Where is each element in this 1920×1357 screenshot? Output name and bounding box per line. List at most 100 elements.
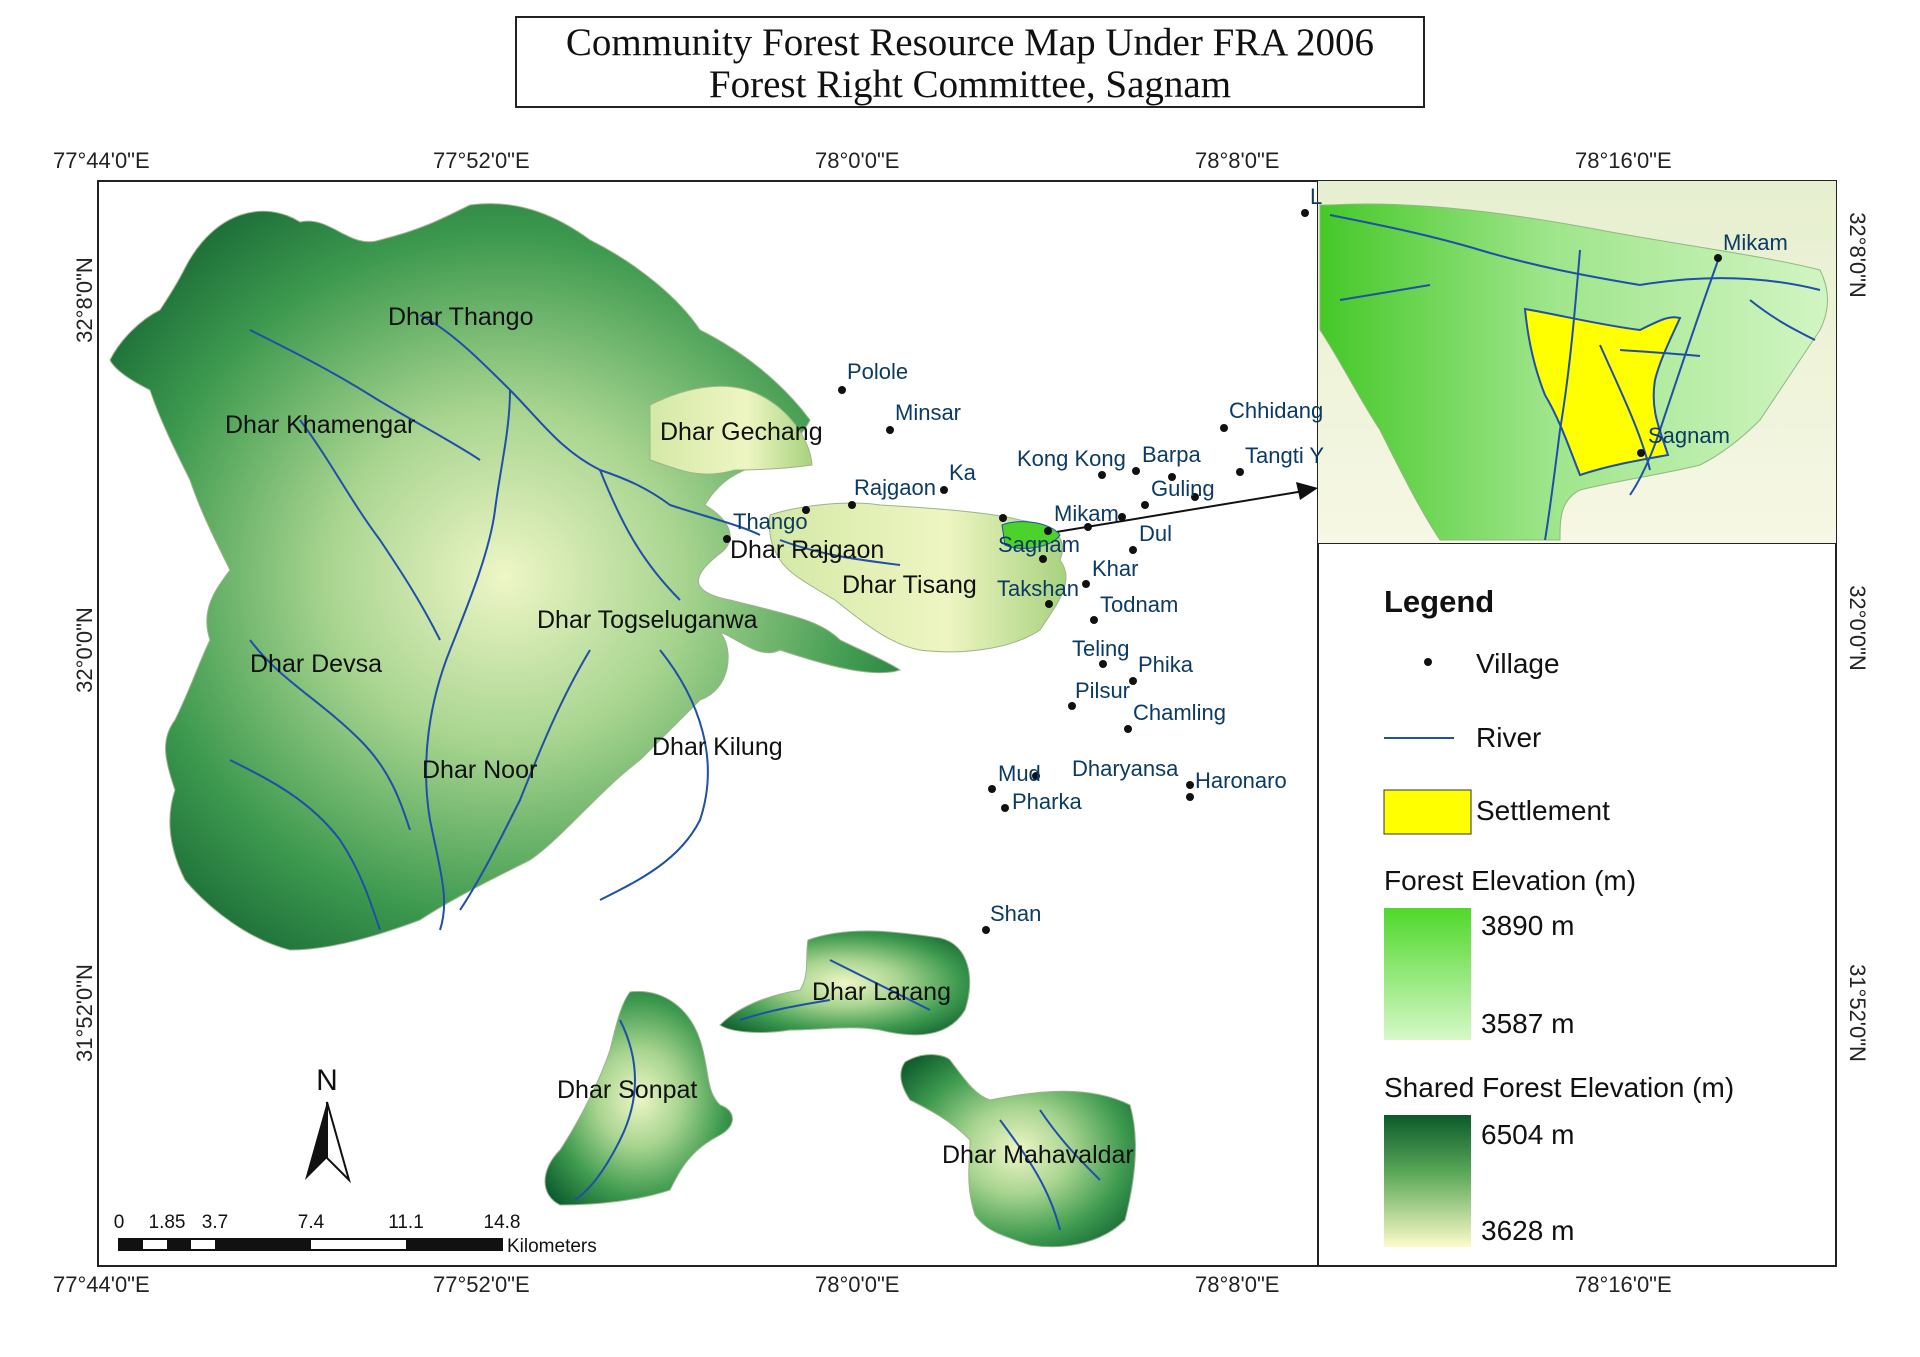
village-label: Khar bbox=[1092, 556, 1138, 581]
river-network bbox=[229, 314, 1101, 1231]
forest-area-label: Dhar Noor bbox=[422, 756, 537, 784]
grid-labels-top: 77°44'0"E 77°52'0"E 78°0'0"E 78°8'0"E 78… bbox=[53, 148, 1672, 173]
legend-shared-elevation-ramp bbox=[1384, 1115, 1471, 1247]
inset-village-label: Mikam bbox=[1723, 230, 1788, 255]
scale-tick: 3.7 bbox=[202, 1212, 228, 1233]
grid-labels-left: 32°8'0"N 32°0'0"N 31°52'0"N bbox=[72, 257, 97, 1062]
forest-area-labels: Dhar Thango Dhar Khamengar Dhar Gechang … bbox=[225, 303, 1134, 1169]
village-label: Dharyansa bbox=[1072, 756, 1179, 781]
village-labels: L Polole Minsar Chhidang Kong Kong Barpa… bbox=[733, 184, 1324, 926]
forest-area-label: Dhar Tisang bbox=[842, 571, 977, 599]
grid-label-left: 31°52'0"N bbox=[72, 964, 97, 1062]
village-label: Chamling bbox=[1133, 700, 1226, 725]
village-label: L bbox=[1310, 184, 1322, 209]
legend: Legend Village River Settlement Forest E… bbox=[1383, 584, 1734, 1247]
legend-forest-elevation-ramp bbox=[1384, 908, 1471, 1040]
grid-label-bottom: 77°52'0"E bbox=[433, 1272, 530, 1297]
grid-label-left: 32°0'0"N bbox=[72, 607, 97, 693]
scale-tick: 11.1 bbox=[388, 1212, 424, 1233]
inset-map: Mikam Sagnam bbox=[1318, 181, 1836, 543]
grid-label-top: 78°16'0"E bbox=[1575, 148, 1672, 173]
forest-polygon-mahavaldar bbox=[900, 1054, 1136, 1248]
legend-settlement-label: Settlement bbox=[1476, 795, 1610, 826]
village-label: Sagnam bbox=[998, 532, 1080, 557]
forest-polygon-tisang bbox=[768, 502, 1067, 653]
grid-label-right: 31°52'0"N bbox=[1845, 964, 1870, 1062]
forest-area-label: Dhar Devsa bbox=[250, 650, 382, 678]
grid-label-top: 78°8'0"E bbox=[1195, 148, 1279, 173]
legend-shared-elevation-max: 6504 m bbox=[1481, 1119, 1574, 1150]
forest-area-label: Dhar Mahavaldar bbox=[942, 1141, 1134, 1169]
main-map bbox=[109, 203, 1136, 1248]
grid-label-left: 32°8'0"N bbox=[72, 257, 97, 343]
village-label: Haronaro bbox=[1195, 768, 1287, 793]
inset-village-sagnam-dot bbox=[1637, 449, 1645, 457]
village-label: Barpa bbox=[1142, 442, 1201, 467]
north-arrow-label: N bbox=[316, 1064, 338, 1097]
forest-area-label: Dhar Thango bbox=[388, 303, 533, 331]
legend-shared-elevation-title: Shared Forest Elevation (m) bbox=[1384, 1072, 1734, 1103]
legend-title: Legend bbox=[1384, 584, 1494, 619]
village-label: Chhidang bbox=[1229, 398, 1323, 423]
grid-label-bottom: 78°0'0"E bbox=[815, 1272, 899, 1297]
village-label: Mud bbox=[998, 761, 1041, 786]
village-label: Minsar bbox=[895, 400, 961, 425]
village-label: Guling bbox=[1151, 476, 1215, 501]
grid-labels-right: 32°8'0"N 32°0'0"N 31°52'0"N bbox=[1845, 212, 1870, 1062]
inset-river-network bbox=[1329, 214, 1821, 541]
forest-polygon-sonpat bbox=[544, 991, 733, 1206]
inset-pointer-arrow bbox=[1037, 489, 1311, 536]
legend-forest-elevation-min: 3587 m bbox=[1481, 1008, 1574, 1039]
village-label: Mikam bbox=[1054, 501, 1119, 526]
inset-village-mikam-dot bbox=[1714, 254, 1722, 262]
legend-village-label: Village bbox=[1476, 648, 1560, 679]
north-arrow-icon bbox=[305, 1102, 327, 1180]
scale-tick: 1.85 bbox=[149, 1212, 186, 1233]
village-label: Ka bbox=[949, 460, 977, 485]
forest-area-label: Dhar Sonpat bbox=[557, 1076, 697, 1104]
village-label: Tangti Y bbox=[1245, 443, 1324, 468]
village-markers bbox=[723, 209, 1309, 934]
village-label: Pharka bbox=[1012, 789, 1082, 814]
scale-tick: 7.4 bbox=[298, 1212, 325, 1233]
scale-tick: 0 bbox=[114, 1212, 125, 1233]
village-label: Shan bbox=[990, 901, 1041, 926]
inset-village-label: Sagnam bbox=[1648, 423, 1730, 448]
village-label: Phika bbox=[1138, 652, 1194, 677]
village-label: Teling bbox=[1072, 636, 1129, 661]
village-label: Thango bbox=[733, 509, 808, 534]
forest-area-label: Dhar Kilung bbox=[652, 733, 783, 761]
forest-area-label: Dhar Khamengar bbox=[225, 411, 415, 439]
village-label: Rajgaon bbox=[854, 475, 936, 500]
forest-area-label: Dhar Togseluganwa bbox=[537, 606, 758, 634]
grid-label-top: 77°52'0"E bbox=[433, 148, 530, 173]
scale-bar: 0 1.85 3.7 7.4 11.1 14.8 Kilometers bbox=[114, 1212, 597, 1257]
map-frame bbox=[97, 180, 1837, 1267]
map-title-box: Community Forest Resource Map Under FRA … bbox=[515, 16, 1425, 108]
village-label: Takshan bbox=[997, 576, 1079, 601]
map-title: Community Forest Resource Map Under FRA … bbox=[565, 21, 1375, 64]
grid-label-bottom: 78°8'0"E bbox=[1195, 1272, 1279, 1297]
village-label: Dul bbox=[1139, 521, 1172, 546]
forest-area-label: Dhar Gechang bbox=[660, 418, 823, 446]
village-label: Kong Kong bbox=[1017, 446, 1126, 471]
grid-label-top: 77°44'0"E bbox=[53, 148, 150, 173]
grid-label-bottom: 78°16'0"E bbox=[1575, 1272, 1672, 1297]
legend-shared-elevation-min: 3628 m bbox=[1481, 1215, 1574, 1246]
village-label: Pilsur bbox=[1075, 678, 1130, 703]
grid-label-bottom: 77°44'0"E bbox=[53, 1272, 150, 1297]
grid-labels-bottom: 77°44'0"E 77°52'0"E 78°0'0"E 78°8'0"E 78… bbox=[53, 1272, 1672, 1297]
forest-polygon-gechang bbox=[649, 385, 813, 475]
forest-area-label: Dhar Larang bbox=[812, 978, 951, 1006]
forest-area-label: Dhar Rajgaon bbox=[730, 536, 884, 564]
map-subtitle: Forest Right Committee, Sagnam bbox=[708, 63, 1232, 106]
legend-village-icon bbox=[1424, 658, 1432, 666]
grid-label-right: 32°0'0"N bbox=[1845, 585, 1870, 671]
village-label: Todnam bbox=[1100, 592, 1178, 617]
grid-label-top: 78°0'0"E bbox=[815, 148, 899, 173]
village-label: Polole bbox=[847, 359, 908, 384]
scale-tick: 14.8 bbox=[484, 1212, 521, 1233]
north-arrow: N bbox=[305, 1064, 352, 1184]
legend-forest-elevation-title: Forest Elevation (m) bbox=[1384, 865, 1636, 896]
